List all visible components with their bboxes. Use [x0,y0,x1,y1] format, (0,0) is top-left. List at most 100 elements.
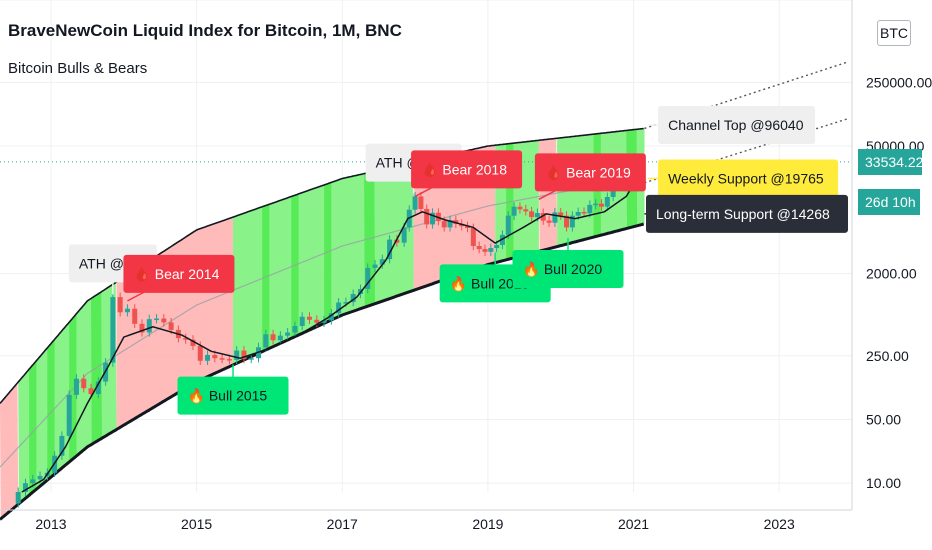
candle [387,239,393,260]
candle [350,293,356,303]
candle [581,211,587,214]
candle [424,208,430,225]
annotation-label: 🔥 Bull 2020 [512,237,624,288]
candle [81,378,87,389]
candle [598,203,604,207]
candle [447,220,453,228]
bull-band [233,162,414,365]
annotation-text: 🔥 Bull 2015 [188,388,268,405]
candle [441,221,447,228]
y-tick-label: 2000.00 [866,265,917,281]
x-tick-label: 2019 [472,516,503,532]
candle [569,215,575,228]
candle [234,350,240,360]
strong-bull-band [29,360,37,496]
candle [412,196,418,210]
candle [73,378,79,395]
candle [470,228,476,246]
candle [430,212,436,225]
candle [241,350,247,360]
annotation-text: 🩸 Bear 2014 [133,266,219,283]
candle [488,248,494,252]
x-tick-label: 2021 [618,516,649,532]
annotation-box [123,254,235,293]
candle [546,220,552,223]
y-tick-label: 250.00 [866,348,909,364]
candle [476,246,482,250]
candle [418,196,424,209]
candle [511,206,517,216]
candle [482,249,488,252]
candle [534,213,540,218]
candle [183,338,189,340]
x-tick-label: 2023 [764,516,795,532]
candle [314,319,320,323]
candle [299,316,305,327]
bear-band [0,382,19,519]
y-tick-label: 250000.00 [866,74,932,90]
candle [306,316,312,320]
candle [110,297,116,363]
annotation-label: 🩸 Bear 2019 [534,153,646,201]
strong-bull-band [291,193,299,339]
indicator-name: Bitcoin Bulls & Bears [8,60,148,77]
candle [379,259,385,265]
y-tick-label: 50.00 [866,411,901,427]
strong-bull-band [262,204,270,352]
candle [575,211,581,216]
candle [517,206,523,210]
annotation-label: 🩸 Bear 2018 [411,150,523,198]
candle [401,227,407,243]
candle [168,322,174,330]
annotation-box [177,376,289,415]
channel-mid-line [0,176,644,468]
candle [197,345,203,361]
y-tick-label: 10.00 [866,475,901,491]
annotation-box [534,153,646,192]
candle [336,302,342,314]
candle [205,354,211,361]
candle [285,332,291,336]
x-axis: 2013 2015 2017 2019 2021 2023 [0,509,852,532]
strong-bull-band [324,182,332,324]
last-price-label: 33534.22 [858,148,923,175]
candle [552,212,558,223]
annotation-label: 🩸 Bear 2014 [123,254,235,302]
candle [146,319,152,333]
annotation-box [658,159,839,198]
annotation-box [411,150,523,189]
annotation-label: Channel Top @96040 [648,106,816,145]
candle [523,209,529,212]
annotation-label: Long-term Support @14268 [644,194,848,233]
annotation-text: 🔥 Bull 2019 [450,275,530,292]
annotation-box [658,106,816,145]
candle [95,381,101,395]
candle [499,234,505,246]
candle [59,435,65,456]
candle [30,479,36,484]
annotation-text: 🔥 Bull 2020 [523,261,603,278]
candle [154,318,160,321]
annotation-text: 🩸 Bear 2019 [545,164,631,181]
candle [292,326,298,333]
channel-top-line [0,127,644,404]
candle [219,358,225,360]
moving-average-line [21,178,638,493]
candle [15,492,21,504]
candle [321,320,327,323]
candle [139,323,145,333]
annotation-box [512,249,624,288]
currency-badge[interactable]: BTC [877,20,911,46]
candle [529,211,535,218]
candle [558,212,564,216]
candle [270,334,276,341]
candle [132,308,138,324]
candle [22,483,28,492]
candle [465,226,471,229]
candle [494,245,500,249]
annotation-text: Weekly Support @19765 [668,171,824,187]
candle [365,267,371,289]
